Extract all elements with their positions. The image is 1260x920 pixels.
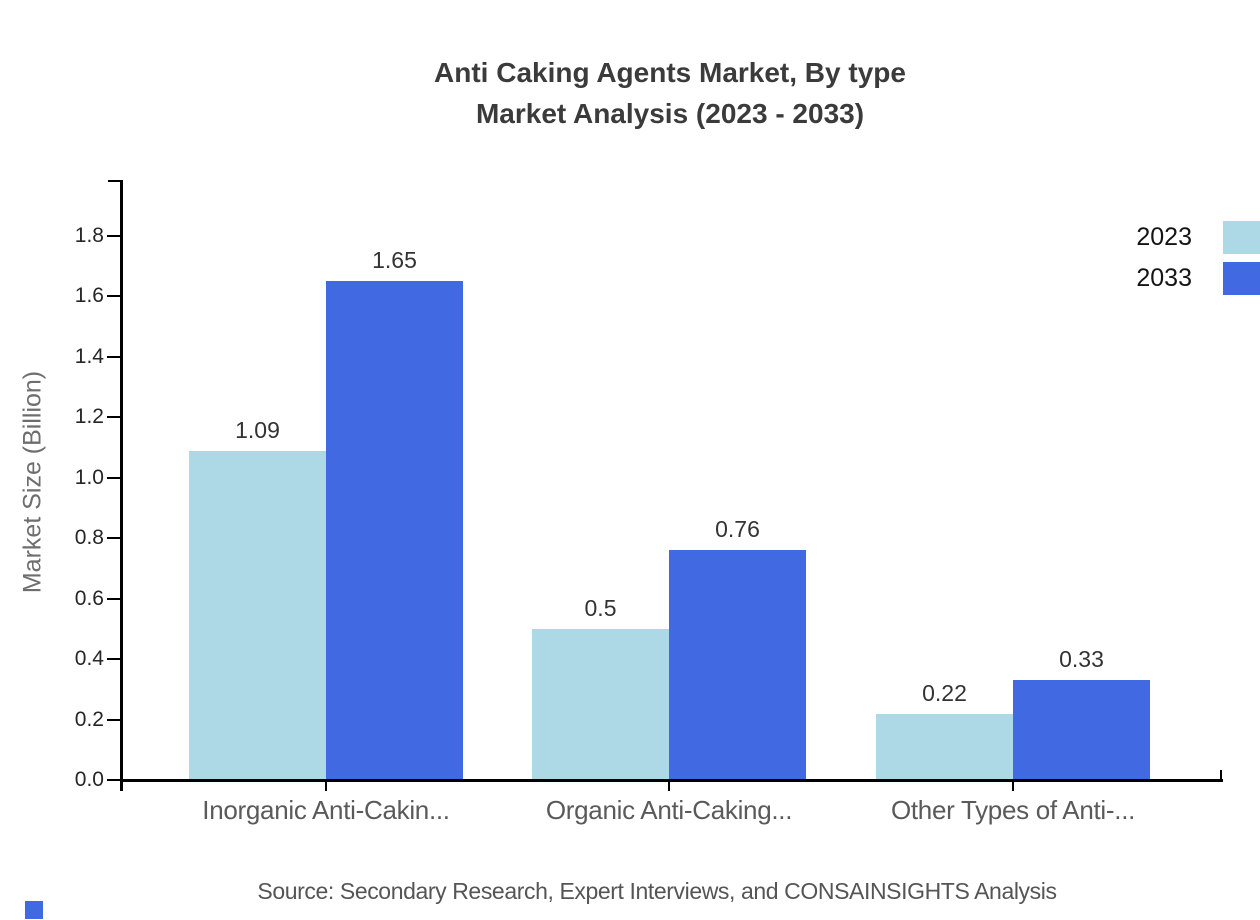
x-tick-mark — [325, 780, 327, 791]
y-tick-mark — [107, 718, 121, 721]
chart-title-line1: Anti Caking Agents Market, By type — [434, 57, 906, 88]
bar-2023 — [532, 628, 669, 780]
y-tick-label: 1.4 — [74, 344, 104, 368]
bar-value-label: 1.09 — [235, 416, 280, 443]
bar-value-label: 0.33 — [1059, 646, 1104, 673]
bar-2033 — [669, 550, 806, 780]
y-tick-label: 0.8 — [74, 526, 104, 550]
bar-value-label: 0.76 — [715, 516, 760, 543]
bar-value-label: 0.5 — [584, 594, 617, 621]
x-axis-end-tick — [1220, 770, 1222, 780]
y-tick-label: 0.4 — [74, 647, 104, 671]
y-tick-mark — [107, 416, 121, 419]
y-tick-label: 1.2 — [74, 405, 104, 429]
y-tick-label: 0.2 — [74, 707, 104, 731]
y-tick-mark — [107, 597, 121, 600]
bar-value-label: 1.65 — [372, 247, 417, 274]
y-tick-mark — [107, 537, 121, 540]
y-axis-end-tick — [108, 180, 121, 182]
bar-value-label: 0.22 — [922, 679, 967, 706]
y-axis-line — [120, 180, 123, 791]
y-tick-mark — [107, 476, 121, 479]
legend-label-2023: 2023 — [1136, 223, 1192, 251]
y-tick-mark — [107, 295, 121, 298]
y-tick-label: 1.6 — [74, 284, 104, 308]
y-tick-mark — [107, 235, 121, 238]
y-tick-label: 0.0 — [74, 768, 104, 791]
y-tick-label: 0.6 — [74, 586, 104, 610]
y-tick-mark — [107, 779, 121, 781]
x-category-label: Other Types of Anti-... — [890, 795, 1136, 825]
chart-title-line2: Market Analysis (2023 - 2033) — [475, 98, 865, 129]
source-note: Source: Secondary Research, Expert Inter… — [257, 878, 1057, 904]
y-tick-label: 1.0 — [74, 465, 104, 489]
x-tick-mark — [1012, 780, 1014, 791]
bar-2033 — [1013, 680, 1150, 780]
legend-swatch-2033 — [1223, 262, 1260, 295]
legend-swatch-2023 — [1223, 221, 1260, 254]
x-category-label: Inorganic Anti-Cakin... — [202, 795, 450, 825]
bar-2033 — [326, 281, 463, 780]
bar-2023 — [876, 713, 1013, 780]
x-tick-mark — [668, 780, 670, 791]
y-tick-mark — [107, 355, 121, 358]
chart-title: Anti Caking Agents Market, By type Marke… — [80, 52, 1260, 134]
x-axis-line — [120, 779, 1223, 782]
y-tick-label: 1.8 — [74, 224, 104, 248]
legend-label-2033: 2033 — [1136, 264, 1192, 292]
x-category-label: Organic Anti-Caking... — [545, 795, 793, 825]
brand-mark — [25, 901, 43, 919]
y-tick-mark — [107, 658, 121, 661]
bar-2023 — [189, 450, 326, 780]
